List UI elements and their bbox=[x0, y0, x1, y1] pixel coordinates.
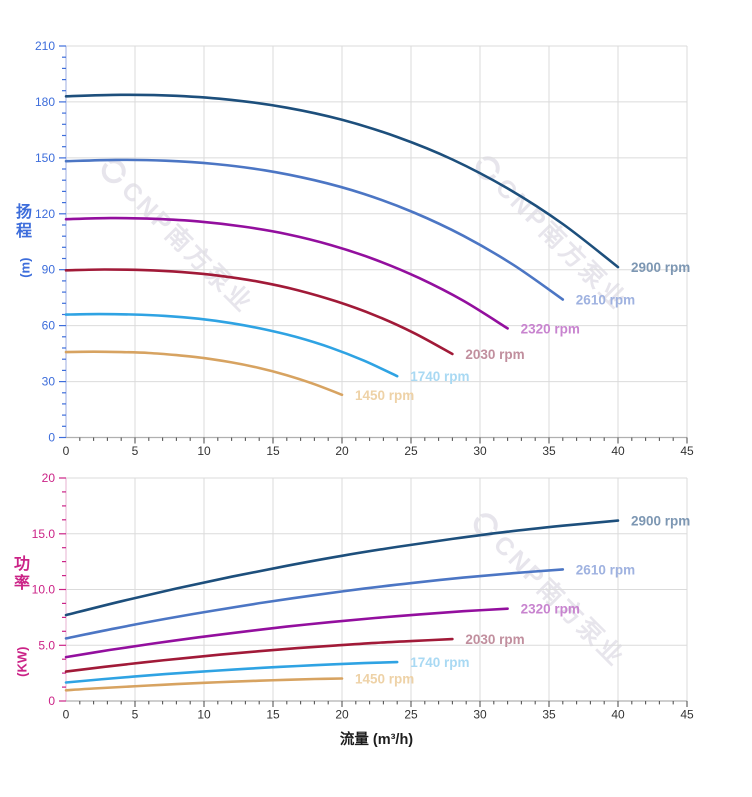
x-tick-label: 20 bbox=[335, 444, 349, 458]
y-tick-label: 180 bbox=[35, 95, 55, 109]
head-axis-title: 扬程 (m) bbox=[16, 204, 33, 278]
head-curve-1450rpm bbox=[64, 350, 344, 397]
power-axis-title: 功率 (KW) bbox=[14, 556, 31, 677]
power-series-label-2900rpm: 2900 rpm bbox=[631, 514, 690, 529]
x-tick-label: 40 bbox=[611, 708, 625, 722]
head-curve-2320rpm bbox=[64, 216, 509, 330]
flow-axis-title: 流量 (m³/h) bbox=[339, 732, 414, 748]
head-series-label-2030rpm: 2030 rpm bbox=[465, 347, 524, 362]
head-panel: 0 30 60 90 120 150 180 210 0 5 10 15 20 25 30 35 40 45 290… bbox=[35, 39, 694, 458]
y-tick-label: 90 bbox=[42, 263, 56, 277]
power-axis-title-chars: 功率 bbox=[14, 556, 31, 592]
y-tick-label: 10.0 bbox=[32, 583, 56, 597]
x-tick-label: 15 bbox=[266, 444, 280, 458]
x-ticks: 0 5 10 15 20 25 30 35 40 45 bbox=[63, 701, 694, 722]
head-curve-2030rpm bbox=[64, 268, 454, 356]
y-tick-label: 30 bbox=[42, 375, 56, 389]
head-curve-1740rpm bbox=[64, 312, 399, 378]
x-tick-label: 40 bbox=[611, 444, 625, 458]
y-tick-label: 15.0 bbox=[32, 527, 56, 541]
power-series-label-2030rpm: 2030 rpm bbox=[465, 632, 524, 647]
head-series-label-2610rpm: 2610 rpm bbox=[576, 293, 635, 308]
x-tick-label: 0 bbox=[63, 708, 70, 722]
head-series-label-1450rpm: 1450 rpm bbox=[355, 388, 414, 403]
x-ticks: 0 5 10 15 20 25 30 35 40 45 bbox=[63, 437, 694, 458]
x-tick-label: 20 bbox=[335, 708, 349, 722]
y-ticks: 0 5.0 10.0 15.0 20 bbox=[32, 471, 66, 708]
y-tick-label: 150 bbox=[35, 151, 55, 165]
power-curve-2320rpm bbox=[64, 607, 509, 659]
y-tick-label: 20 bbox=[42, 471, 56, 485]
x-tick-label: 35 bbox=[542, 708, 556, 722]
power-series-label-1450rpm: 1450 rpm bbox=[355, 672, 414, 687]
head-series-label-2900rpm: 2900 rpm bbox=[631, 260, 690, 275]
x-tick-label: 15 bbox=[266, 708, 280, 722]
power-curve-1450rpm bbox=[64, 677, 344, 692]
head-series-label-2320rpm: 2320 rpm bbox=[521, 321, 580, 336]
head-axis-title-unit: (m) bbox=[17, 257, 33, 278]
x-tick-label: 25 bbox=[404, 708, 418, 722]
x-tick-label: 5 bbox=[132, 708, 139, 722]
power-series-label-1740rpm: 1740 rpm bbox=[410, 655, 469, 670]
gridlines bbox=[66, 477, 688, 701]
y-tick-label: 120 bbox=[35, 207, 55, 221]
power-panel: 0 5.0 10.0 15.0 20 0 5 10 15 20 25 30 35 40 45 2900 rpm… bbox=[32, 471, 694, 722]
x-tick-label: 10 bbox=[197, 708, 211, 722]
head-curve-2900rpm bbox=[64, 93, 620, 269]
y-tick-label: 0 bbox=[48, 694, 55, 708]
power-series-label-2610rpm: 2610 rpm bbox=[576, 562, 635, 577]
x-tick-label: 35 bbox=[542, 444, 556, 458]
power-curve-1740rpm bbox=[64, 660, 399, 684]
gridlines bbox=[66, 45, 688, 438]
power-series-label-2320rpm: 2320 rpm bbox=[521, 602, 580, 617]
power-axis-title-unit: (KW) bbox=[14, 646, 30, 677]
y-ticks: 0 30 60 90 120 150 180 210 bbox=[35, 39, 66, 445]
x-tick-label: 10 bbox=[197, 444, 211, 458]
x-tick-label: 45 bbox=[680, 708, 694, 722]
y-tick-label: 5.0 bbox=[38, 638, 55, 652]
y-tick-label: 210 bbox=[35, 39, 55, 53]
x-tick-label: 0 bbox=[63, 444, 70, 458]
x-tick-label: 30 bbox=[473, 708, 487, 722]
power-curve-2900rpm bbox=[64, 519, 620, 617]
x-tick-label: 25 bbox=[404, 444, 418, 458]
y-tick-label: 0 bbox=[48, 431, 55, 445]
power-curve-2610rpm bbox=[64, 568, 565, 640]
x-tick-label: 30 bbox=[473, 444, 487, 458]
x-tick-label: 45 bbox=[680, 444, 694, 458]
x-tick-label: 5 bbox=[132, 444, 139, 458]
power-curve-2030rpm bbox=[64, 637, 454, 673]
y-tick-label: 60 bbox=[42, 319, 56, 333]
head-curve-2610rpm bbox=[64, 158, 565, 301]
head-series-label-1740rpm: 1740 rpm bbox=[410, 369, 469, 384]
head-axis-title-chars: 扬程 bbox=[16, 204, 33, 240]
